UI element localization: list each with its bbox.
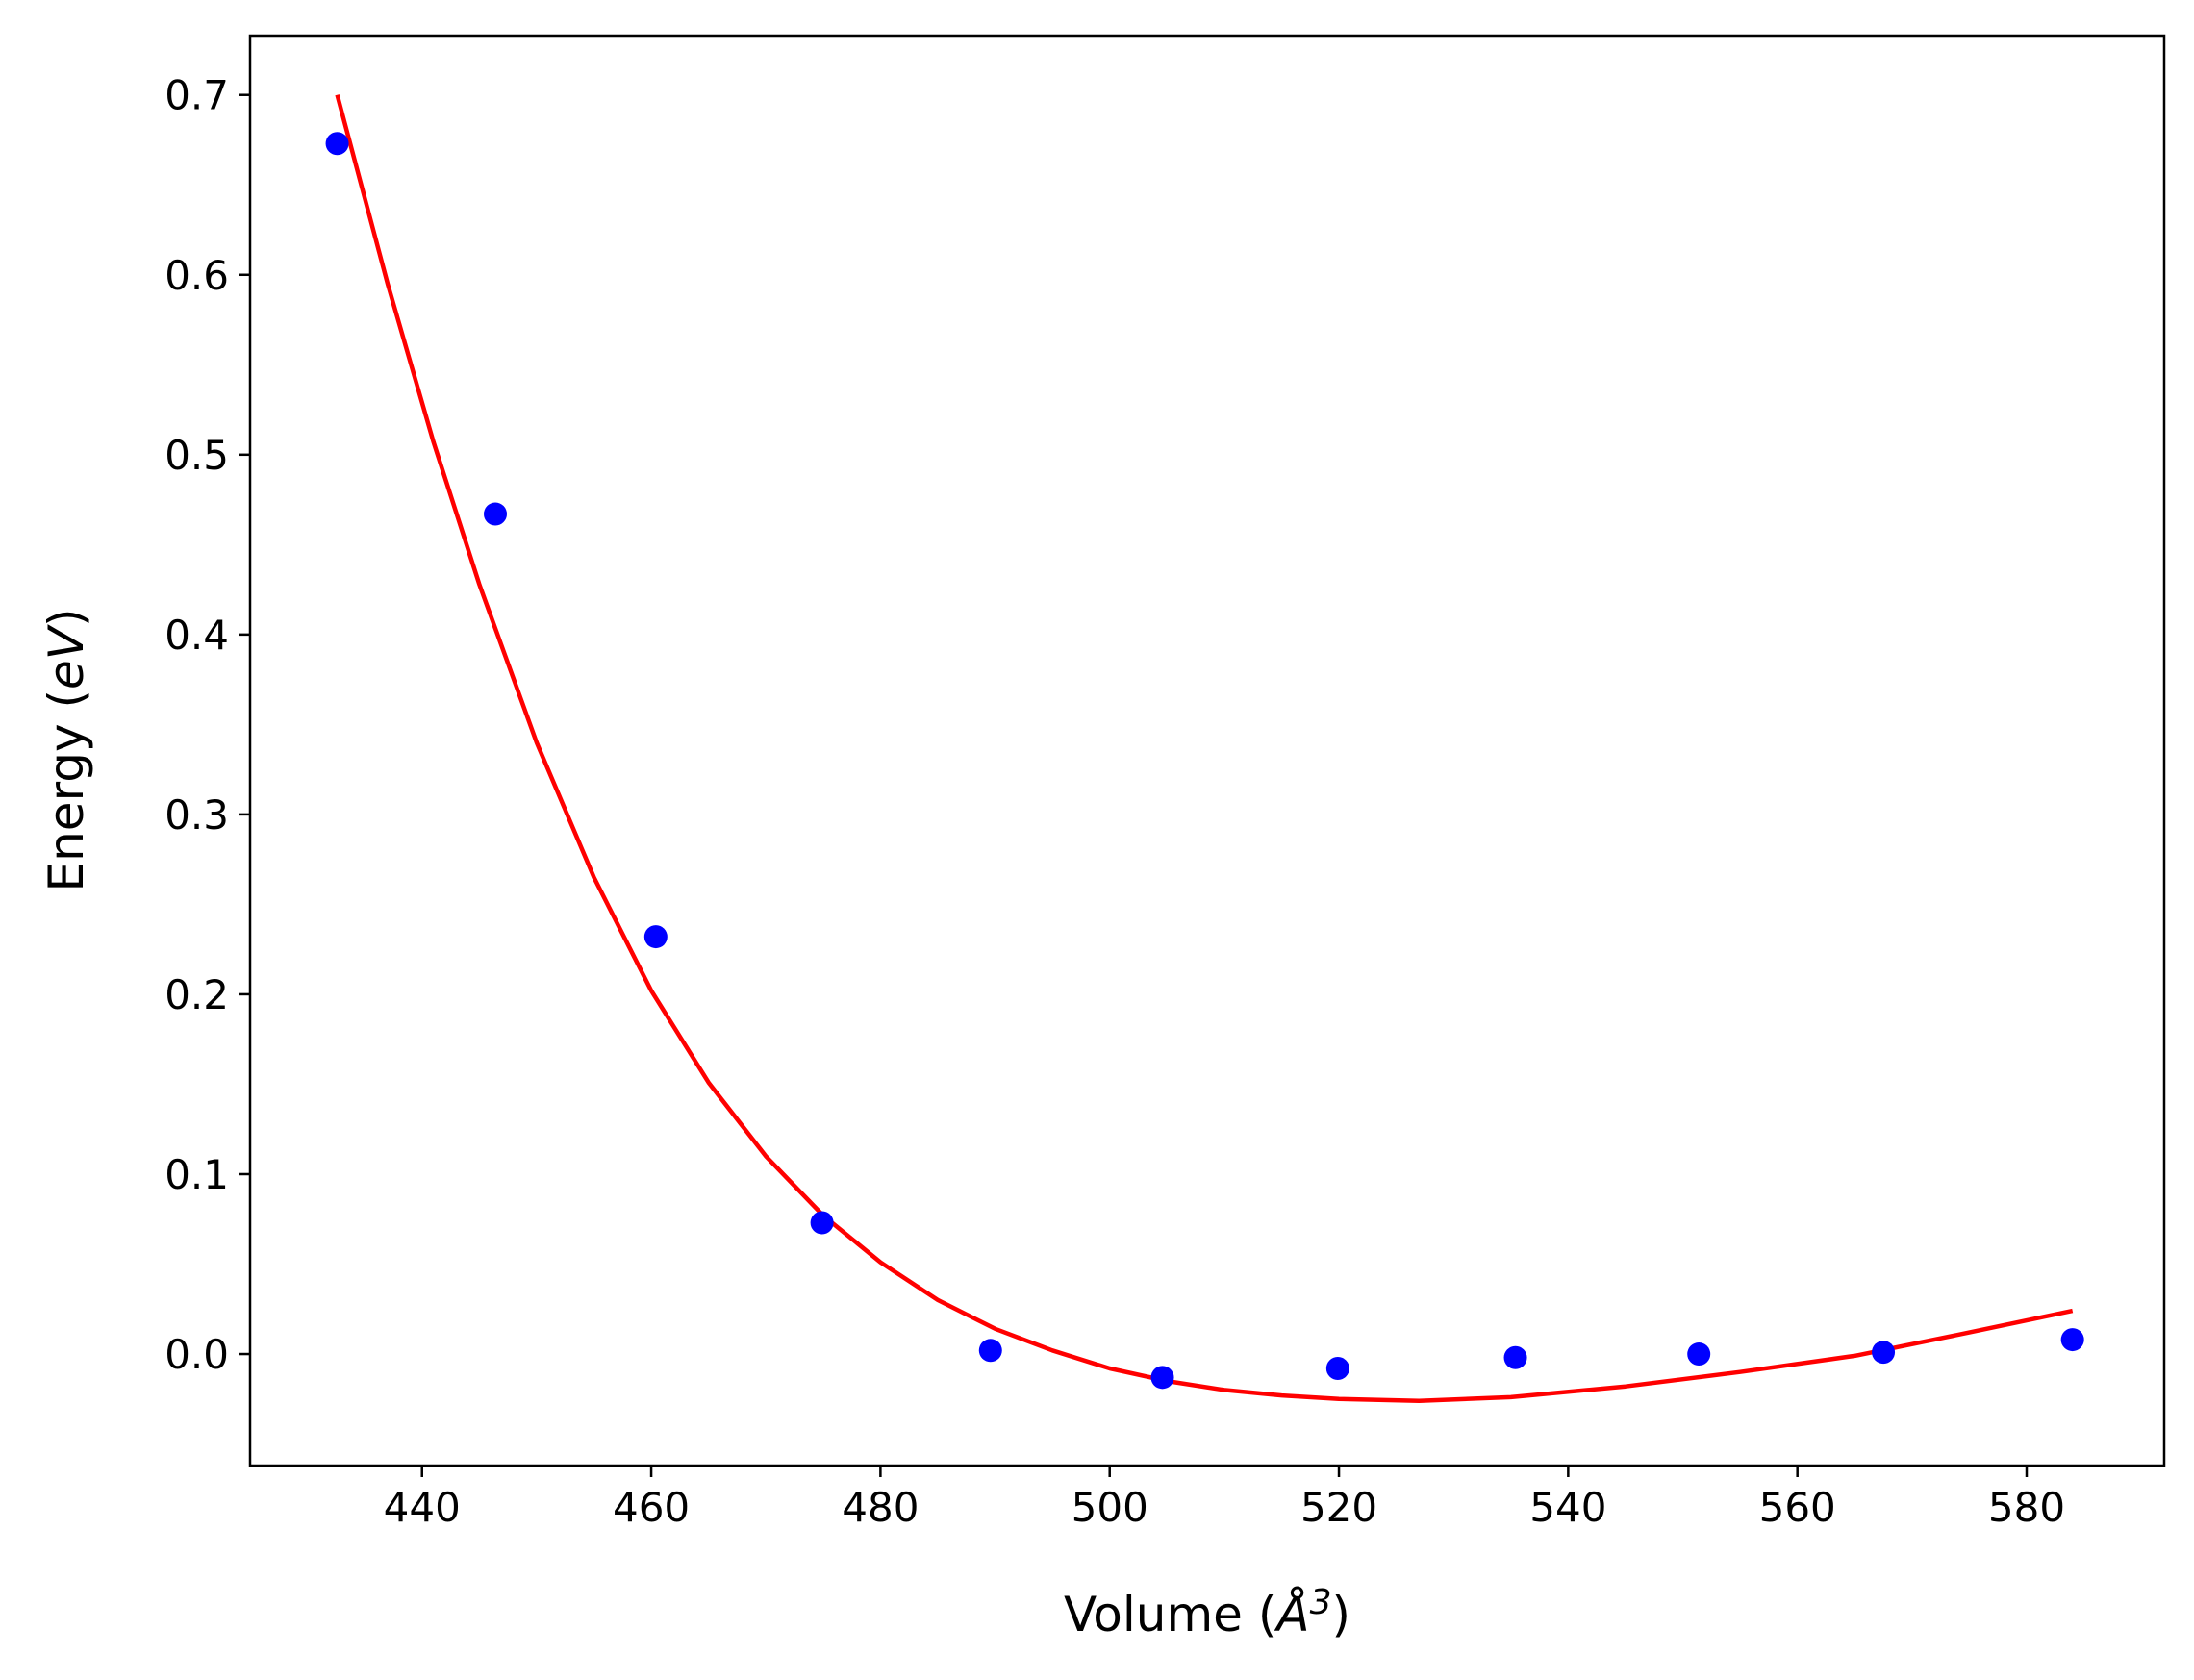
data-point bbox=[643, 925, 668, 949]
data-point bbox=[1687, 1342, 1711, 1367]
y-tick-label: 0.3 bbox=[164, 791, 229, 839]
fit-curve-line bbox=[335, 94, 2074, 1403]
data-point bbox=[810, 1211, 834, 1235]
x-tick-label: 500 bbox=[1072, 1484, 1148, 1531]
x-tick-label: 580 bbox=[1988, 1484, 2065, 1531]
y-tick-label: 0.7 bbox=[164, 72, 229, 119]
x-tick-label: 440 bbox=[384, 1484, 461, 1531]
x-tick-label: 480 bbox=[842, 1484, 919, 1531]
plot-area bbox=[325, 94, 2084, 1403]
series-layer bbox=[325, 94, 2084, 1403]
data-point bbox=[1872, 1341, 1896, 1365]
y-tick-label: 0.2 bbox=[164, 971, 229, 1018]
data-point bbox=[1150, 1366, 1174, 1390]
x-axis-ticks: 440 460 480 500 520 540 560 580 bbox=[384, 1466, 2065, 1531]
y-axis-ticks: 0.0 0.1 0.2 0.3 0.4 0.5 0.6 0.7 bbox=[164, 72, 250, 1378]
data-point bbox=[978, 1339, 1002, 1363]
data-point bbox=[484, 502, 508, 526]
x-tick-label: 520 bbox=[1300, 1484, 1377, 1531]
y-tick-label: 0.1 bbox=[164, 1151, 229, 1198]
y-tick-label: 0.4 bbox=[164, 612, 229, 659]
x-axis-label: Volume (Å3) bbox=[1064, 1583, 1350, 1642]
y-tick-label: 0.5 bbox=[164, 432, 229, 479]
data-point bbox=[2060, 1328, 2084, 1352]
y-axis-label: Energy (eV) bbox=[38, 609, 94, 892]
x-tick-label: 460 bbox=[613, 1484, 690, 1531]
data-point bbox=[1325, 1356, 1349, 1380]
y-tick-label: 0.0 bbox=[164, 1331, 229, 1378]
x-tick-label: 560 bbox=[1759, 1484, 1836, 1531]
x-tick-label: 540 bbox=[1529, 1484, 1606, 1531]
y-tick-label: 0.6 bbox=[164, 252, 229, 299]
plot-frame bbox=[248, 34, 2166, 1467]
data-point bbox=[1503, 1345, 1527, 1369]
data-point bbox=[325, 132, 349, 156]
